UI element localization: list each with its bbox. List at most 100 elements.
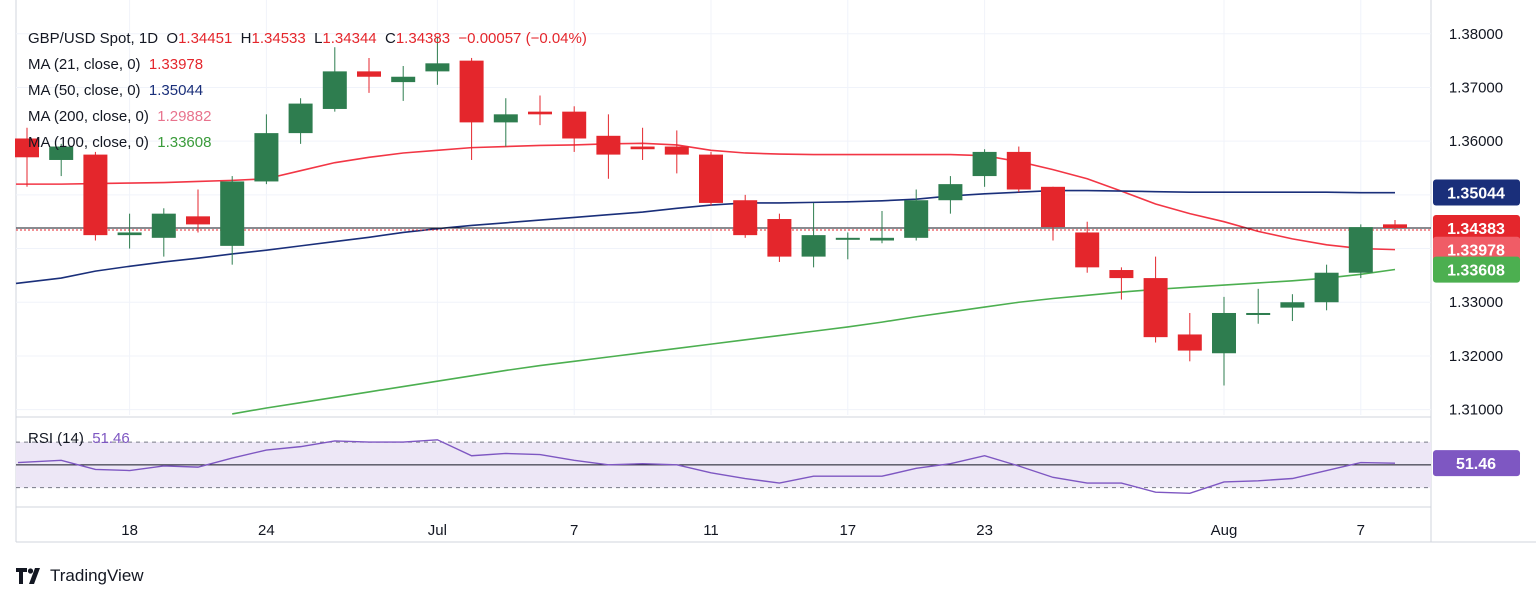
candle-down bbox=[1177, 312, 1202, 362]
candle-up bbox=[938, 176, 963, 214]
candles bbox=[15, 36, 1407, 386]
candle-down bbox=[1075, 221, 1100, 273]
candle-up bbox=[1212, 296, 1236, 386]
ma200-value: 1.29882 bbox=[157, 108, 212, 125]
tradingview-watermark[interactable]: TradingView bbox=[16, 566, 144, 586]
price-label: 1.33608 bbox=[1433, 256, 1520, 283]
candle-body bbox=[870, 237, 894, 241]
price-label-text: 1.35044 bbox=[1447, 186, 1505, 203]
close-value: 1.34383 bbox=[395, 30, 451, 47]
candle-up bbox=[391, 66, 416, 101]
y-tick-label: 1.32000 bbox=[1449, 348, 1503, 365]
x-tick-label: 11 bbox=[703, 522, 719, 539]
candle-down bbox=[528, 95, 552, 126]
candle-up bbox=[288, 98, 313, 144]
rsi-value: 51.46 bbox=[92, 430, 130, 447]
candle-body bbox=[904, 200, 929, 238]
candle-body bbox=[1075, 232, 1100, 268]
candle-body bbox=[493, 114, 518, 123]
candle-body bbox=[459, 60, 484, 123]
candle-body bbox=[151, 213, 176, 238]
candle-up bbox=[49, 143, 74, 177]
candle-body bbox=[938, 184, 963, 201]
price-label-text: 1.33608 bbox=[1447, 263, 1505, 280]
candle-up bbox=[972, 149, 997, 187]
candle-up bbox=[220, 176, 245, 265]
candle-down bbox=[1006, 146, 1031, 193]
high-value: 1.34533 bbox=[251, 30, 306, 47]
candle-up bbox=[1314, 264, 1339, 311]
price-label-bg bbox=[1433, 179, 1520, 206]
tradingview-logo-icon bbox=[16, 568, 40, 584]
candle-body bbox=[220, 181, 245, 246]
candle-body bbox=[1383, 224, 1407, 228]
legend-ma200[interactable]: MA (200, close, 0) 1.29882 bbox=[28, 108, 211, 125]
rsi-pane bbox=[16, 439, 1431, 495]
open-label: O bbox=[166, 30, 179, 47]
candle-body bbox=[15, 138, 39, 158]
price-label: 1.35044 bbox=[1433, 179, 1520, 206]
candle-down bbox=[630, 127, 655, 160]
rsi-line bbox=[17, 439, 1396, 495]
candle-down bbox=[186, 189, 210, 233]
candle-down bbox=[1143, 256, 1168, 343]
price-label: 1.33978 bbox=[1433, 236, 1520, 263]
legend-rsi[interactable]: RSI (14) 51.46 bbox=[28, 430, 130, 447]
candle-down bbox=[699, 151, 723, 206]
candle-body bbox=[1143, 278, 1168, 338]
candle-body bbox=[596, 135, 621, 155]
candle-body bbox=[1177, 334, 1202, 351]
candle-up bbox=[322, 47, 347, 112]
candle-body bbox=[117, 232, 142, 236]
candle-body bbox=[835, 237, 860, 240]
legend-ma100[interactable]: MA (100, close, 0) 1.33608 bbox=[28, 134, 211, 151]
candle-body bbox=[1314, 272, 1339, 303]
candle-body bbox=[801, 235, 826, 257]
y-tick-label: 1.36000 bbox=[1449, 133, 1503, 150]
candle-up bbox=[117, 213, 142, 249]
candle-up bbox=[870, 210, 894, 244]
ma21-label: MA (21, close, 0) bbox=[28, 56, 141, 73]
candle-down bbox=[83, 151, 108, 241]
price-label: 1.34383 bbox=[1433, 214, 1520, 241]
candle-up bbox=[425, 36, 450, 85]
close-label: C bbox=[385, 30, 396, 47]
candle-body bbox=[357, 71, 381, 77]
x-tick-label: Jul bbox=[428, 522, 447, 539]
candle-down bbox=[357, 57, 381, 93]
candle-body bbox=[391, 76, 416, 83]
legend-ma21[interactable]: MA (21, close, 0) 1.33978 bbox=[28, 56, 203, 73]
x-tick-label: 7 bbox=[570, 522, 578, 539]
ma21-value: 1.33978 bbox=[148, 56, 204, 73]
x-tick-label: Aug bbox=[1211, 522, 1238, 539]
change-value: −0.00057 (−0.04%) bbox=[458, 30, 587, 47]
rsi-label: RSI (14) bbox=[28, 430, 84, 447]
y-tick-label: 1.37000 bbox=[1449, 79, 1503, 96]
watermark-text: TradingView bbox=[50, 566, 144, 585]
candle-body bbox=[1348, 227, 1373, 273]
ma200-label: MA (200, close, 0) bbox=[28, 108, 149, 125]
legend-ma50[interactable]: MA (50, close, 0) 1.35044 bbox=[28, 82, 203, 99]
candle-body bbox=[733, 200, 758, 236]
price-labels: 1.35044 1.34383 1.33978 1.33608 51.46 bbox=[1433, 179, 1520, 477]
ma50-label: MA (50, close, 0) bbox=[28, 82, 141, 99]
rsi-label-text: 51.46 bbox=[1456, 456, 1496, 473]
candle-down bbox=[1383, 219, 1407, 231]
candle-body bbox=[767, 219, 792, 257]
x-tick-label: 24 bbox=[258, 522, 275, 539]
candle-up bbox=[493, 98, 518, 147]
price-label-text: 1.33978 bbox=[1447, 243, 1505, 260]
price-label-bg bbox=[1433, 236, 1520, 263]
candle-body bbox=[528, 111, 552, 115]
time-axis[interactable]: 18 24 Jul 7 11 17 23 Aug 7 bbox=[121, 522, 1365, 539]
candle-body bbox=[288, 103, 313, 134]
candle-body bbox=[972, 151, 997, 177]
rsi-value-label: 51.46 bbox=[1433, 450, 1520, 477]
candle-body bbox=[83, 154, 108, 236]
x-tick-label: 18 bbox=[121, 522, 138, 539]
header-ohlc[interactable]: GBP/USD Spot, 1D O1.34451 H1.34533 L1.34… bbox=[28, 30, 587, 47]
candle-body bbox=[699, 154, 723, 203]
candle-body bbox=[254, 133, 279, 182]
grid bbox=[15, 0, 1536, 543]
